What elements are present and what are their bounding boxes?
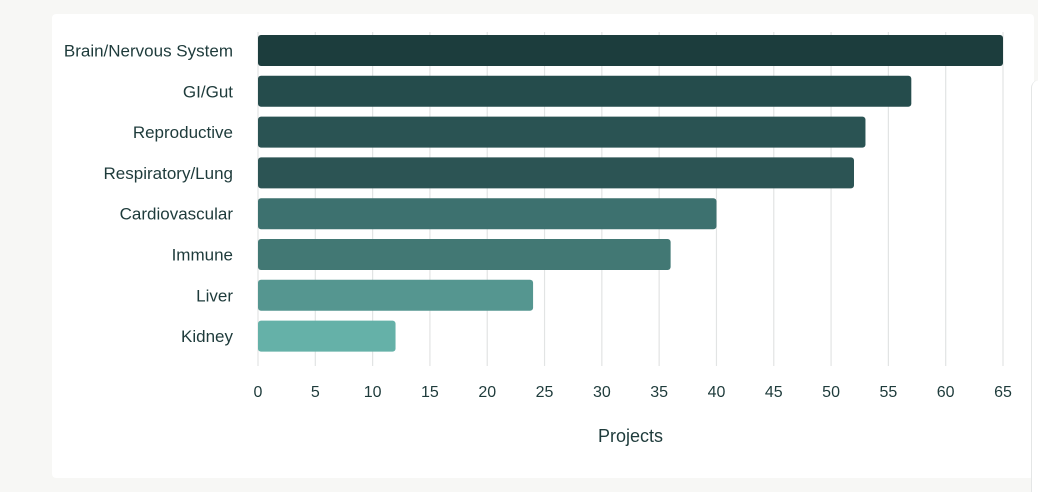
- x-tick-label: 30: [593, 384, 611, 401]
- x-tick-label: 50: [822, 384, 840, 401]
- side-panel-edge: [1031, 80, 1038, 492]
- x-tick-label: 55: [879, 384, 897, 401]
- chart-card: Brain/Nervous System GI/Gut Reproductive Re…: [52, 14, 1034, 478]
- x-axis-title: Projects: [598, 426, 663, 446]
- x-tick-label: 35: [650, 384, 668, 401]
- category-label: Cardiovascular: [120, 205, 234, 224]
- category-label: GI/Gut: [183, 82, 233, 101]
- x-tick-label: 25: [536, 384, 554, 401]
- category-label: Respiratory/Lung: [104, 164, 233, 183]
- title-strip: [0, 0, 1038, 6]
- bar: [258, 157, 854, 189]
- x-tick-label: 0: [254, 384, 263, 401]
- bar-chart: Brain/Nervous System GI/Gut Reproductive Re…: [64, 32, 1012, 446]
- bar: [258, 198, 717, 230]
- bar: [258, 279, 534, 311]
- x-tick-label: 60: [937, 384, 955, 401]
- x-tick-label: 65: [994, 384, 1012, 401]
- bar: [258, 75, 912, 107]
- x-tick-label: 20: [478, 384, 496, 401]
- category-label: Brain/Nervous System: [64, 42, 233, 61]
- bar: [258, 239, 671, 270]
- x-tick-label: 10: [364, 384, 382, 401]
- bar: [258, 35, 1003, 66]
- x-tick-label: 40: [708, 384, 726, 401]
- x-tick-label: 5: [311, 384, 320, 401]
- category-label: Kidney: [181, 327, 233, 346]
- category-label: Immune: [172, 246, 233, 265]
- x-tick-label: 45: [765, 384, 783, 401]
- bar: [258, 320, 396, 352]
- x-tick-label: 15: [421, 384, 439, 401]
- category-label: Liver: [196, 286, 233, 305]
- bar: [258, 116, 866, 148]
- category-label: Reproductive: [133, 123, 233, 142]
